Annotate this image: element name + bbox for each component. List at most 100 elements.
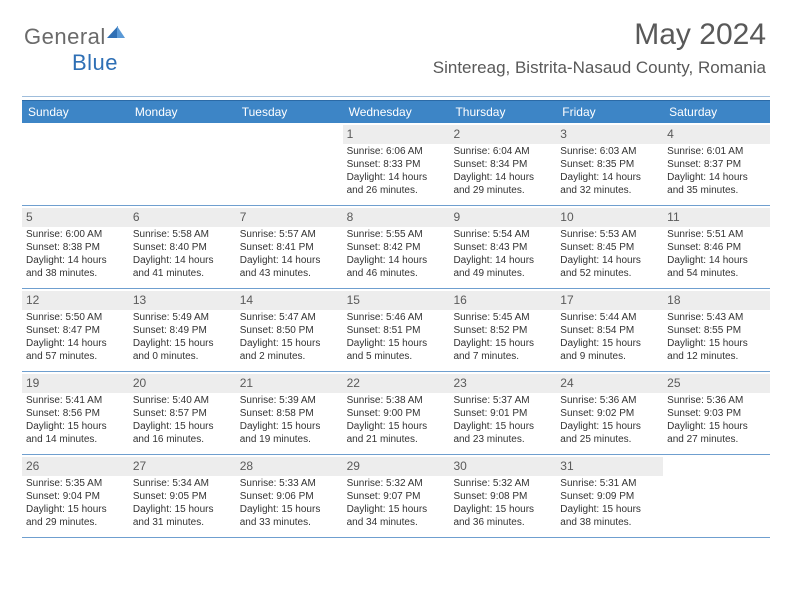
calendar-cell: 3Sunrise: 6:03 AMSunset: 8:35 PMDaylight… [556, 123, 663, 205]
sunrise-text: Sunrise: 5:40 AM [133, 395, 232, 408]
sunrise-text: Sunrise: 5:32 AM [453, 478, 552, 491]
day-number: 15 [343, 291, 450, 310]
sunrise-text: Sunrise: 5:53 AM [560, 229, 659, 242]
calendar-cell: 16Sunrise: 5:45 AMSunset: 8:52 PMDayligh… [449, 289, 556, 371]
daylight-text: Daylight: 15 hours and 12 minutes. [667, 338, 766, 364]
logo-text-2: Blue [72, 50, 118, 75]
day-number: 8 [343, 208, 450, 227]
dayhead-thursday: Thursday [449, 101, 556, 123]
daylight-text: Daylight: 15 hours and 14 minutes. [26, 421, 125, 447]
sunrise-text: Sunrise: 5:57 AM [240, 229, 339, 242]
sunrise-text: Sunrise: 5:35 AM [26, 478, 125, 491]
calendar-cell: 18 Sunrise: 5:43 AMSunset: 8:55 PMDayligh… [663, 289, 770, 371]
day-number: 14 [236, 291, 343, 310]
calendar-cell: 21Sunrise: 5:39 AMSunset: 8:58 PMDayligh… [236, 372, 343, 454]
calendar-cell: 20Sunrise: 5:40 AMSunset: 8:57 PMDayligh… [129, 372, 236, 454]
sunset-text: Sunset: 8:52 PM [453, 325, 552, 338]
calendar-cell: 5Sunrise: 6:00 AMSunset: 8:38 PMDaylight… [22, 206, 129, 288]
sunset-text: Sunset: 8:58 PM [240, 408, 339, 421]
daylight-text: Daylight: 15 hours and 33 minutes. [240, 504, 339, 530]
calendar-cell: 22Sunrise: 5:38 AMSunset: 9:00 PMDayligh… [343, 372, 450, 454]
sunset-text: Sunset: 8:42 PM [347, 242, 446, 255]
sunset-text: Sunset: 8:49 PM [133, 325, 232, 338]
sunset-text: Sunset: 8:54 PM [560, 325, 659, 338]
day-number: 30 [449, 457, 556, 476]
day-number: 9 [449, 208, 556, 227]
daylight-text: Daylight: 14 hours and 57 minutes. [26, 338, 125, 364]
sunrise-text: Sunrise: 5:38 AM [347, 395, 446, 408]
sunset-text: Sunset: 8:47 PM [26, 325, 125, 338]
dayhead-sunday: Sunday [22, 101, 129, 123]
daylight-text: Daylight: 15 hours and 27 minutes. [667, 421, 766, 447]
sunrise-text: Sunrise: 5:36 AM [560, 395, 659, 408]
calendar-cell: 12Sunrise: 5:50 AMSunset: 8:47 PMDayligh… [22, 289, 129, 371]
daylight-text: Daylight: 15 hours and 36 minutes. [453, 504, 552, 530]
daylight-text: Daylight: 14 hours and 43 minutes. [240, 255, 339, 281]
sunset-text: Sunset: 9:09 PM [560, 491, 659, 504]
sunrise-text: Sunrise: 6:04 AM [453, 146, 552, 159]
daylight-text: Daylight: 15 hours and 25 minutes. [560, 421, 659, 447]
sunrise-text: Sunrise: 5:58 AM [133, 229, 232, 242]
logo: General Blue [24, 24, 125, 76]
calendar-cell: 29Sunrise: 5:32 AMSunset: 9:07 PMDayligh… [343, 455, 450, 537]
day-number: 7 [236, 208, 343, 227]
daylight-text: Daylight: 15 hours and 7 minutes. [453, 338, 552, 364]
sunrise-text: Sunrise: 6:06 AM [347, 146, 446, 159]
sunrise-text: Sunrise: 5:45 AM [453, 312, 552, 325]
calendar-week: 12Sunrise: 5:50 AMSunset: 8:47 PMDayligh… [22, 289, 770, 372]
daylight-text: Daylight: 15 hours and 21 minutes. [347, 421, 446, 447]
sunrise-text: Sunrise: 5:49 AM [133, 312, 232, 325]
daylight-text: Daylight: 15 hours and 19 minutes. [240, 421, 339, 447]
day-number: 10 [556, 208, 663, 227]
daylight-text: Daylight: 15 hours and 31 minutes. [133, 504, 232, 530]
sunrise-text: Sunrise: 6:01 AM [667, 146, 766, 159]
calendar-cell: 2Sunrise: 6:04 AMSunset: 8:34 PMDaylight… [449, 123, 556, 205]
sunset-text: Sunset: 8:43 PM [453, 242, 552, 255]
day-number: 27 [129, 457, 236, 476]
day-number: 18 [663, 291, 770, 310]
calendar-cell: 19Sunrise: 5:41 AMSunset: 8:56 PMDayligh… [22, 372, 129, 454]
calendar-cell: 1Sunrise: 6:06 AMSunset: 8:33 PMDaylight… [343, 123, 450, 205]
sunrise-text: Sunrise: 5:51 AM [667, 229, 766, 242]
sunrise-text: Sunrise: 5:41 AM [26, 395, 125, 408]
sunrise-text: Sunrise: 5:55 AM [347, 229, 446, 242]
calendar-cell [22, 123, 129, 205]
logo-text-1: General [24, 24, 106, 49]
calendar-cell [129, 123, 236, 205]
sunrise-text: Sunrise: 5:36 AM [667, 395, 766, 408]
calendar-dayhead-row: SundayMondayTuesdayWednesdayThursdayFrid… [22, 100, 770, 123]
header-rule [22, 96, 770, 97]
dayhead-saturday: Saturday [663, 101, 770, 123]
calendar-cell: 27 Sunrise: 5:34 AMSunset: 9:05 PMDayligh… [129, 455, 236, 537]
daylight-text: Daylight: 15 hours and 9 minutes. [560, 338, 659, 364]
header: General Blue May 2024 Sintereag, Bistrit… [22, 18, 770, 92]
calendar-weeks: 1Sunrise: 6:06 AMSunset: 8:33 PMDaylight… [22, 123, 770, 538]
sunset-text: Sunset: 8:50 PM [240, 325, 339, 338]
day-number: 19 [22, 374, 129, 393]
day-number: 31 [556, 457, 663, 476]
sunrise-text: Sunrise: 5:32 AM [347, 478, 446, 491]
logo-triangle2-icon [117, 26, 125, 38]
daylight-text: Daylight: 14 hours and 46 minutes. [347, 255, 446, 281]
sunrise-text: Sunrise: 5:47 AM [240, 312, 339, 325]
calendar-cell [663, 455, 770, 537]
sunset-text: Sunset: 9:02 PM [560, 408, 659, 421]
sunrise-text: Sunrise: 5:34 AM [133, 478, 232, 491]
day-number: 28 [236, 457, 343, 476]
day-number: 5 [22, 208, 129, 227]
sunset-text: Sunset: 8:35 PM [560, 159, 659, 172]
sunset-text: Sunset: 9:08 PM [453, 491, 552, 504]
daylight-text: Daylight: 14 hours and 32 minutes. [560, 172, 659, 198]
day-number: 21 [236, 374, 343, 393]
day-number: 17 [556, 291, 663, 310]
sunrise-text: Sunrise: 5:43 AM [667, 312, 766, 325]
day-number: 1 [343, 125, 450, 144]
calendar-week: 26Sunrise: 5:35 AMSunset: 9:04 PMDayligh… [22, 455, 770, 538]
sunrise-text: Sunrise: 6:00 AM [26, 229, 125, 242]
sunrise-text: Sunrise: 5:33 AM [240, 478, 339, 491]
sunset-text: Sunset: 8:55 PM [667, 325, 766, 338]
page-title: May 2024 [634, 18, 766, 52]
page-subtitle: Sintereag, Bistrita-Nasaud County, Roman… [433, 58, 766, 78]
calendar-cell [236, 123, 343, 205]
sunset-text: Sunset: 9:05 PM [133, 491, 232, 504]
